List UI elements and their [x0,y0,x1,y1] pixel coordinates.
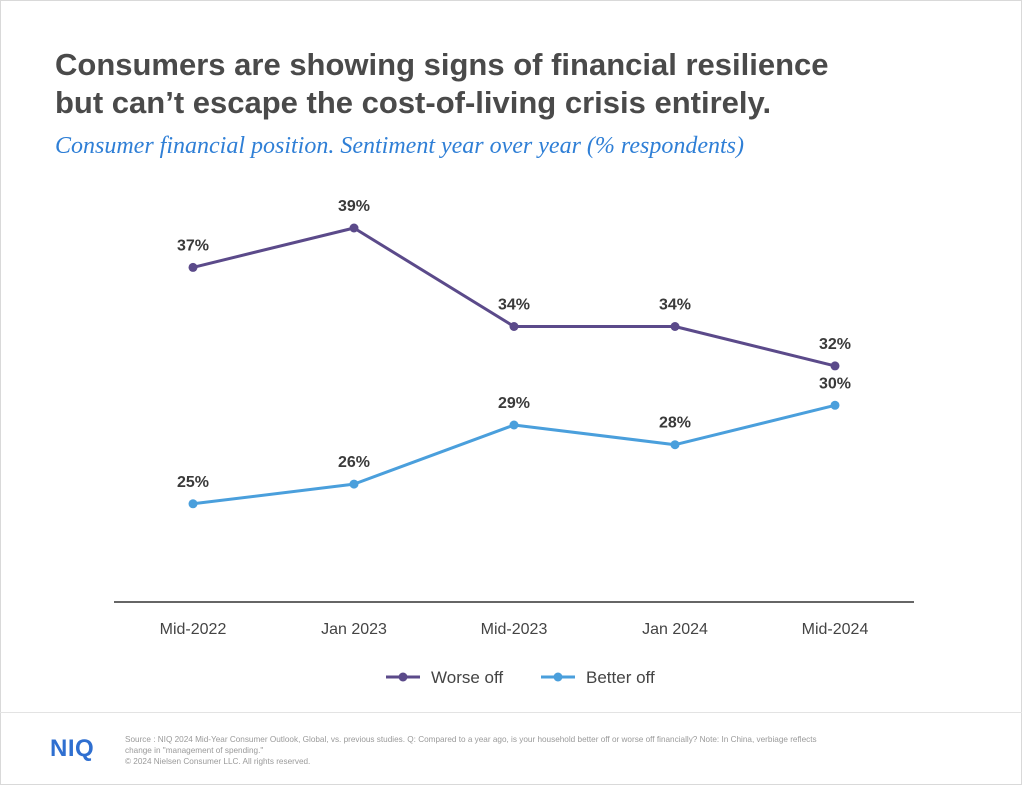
data-label: 26% [338,454,370,471]
copyright: © 2024 Nielsen Consumer LLC. All rights … [125,757,311,766]
line-chart: Mid-2022 Jan 2023 Mid-2023 Jan 2024 Mid-2024… [114,198,914,687]
x-tick-label: Mid-2022 [160,621,227,638]
data-label: 39% [338,198,370,215]
data-point [509,322,519,331]
niq-logo: NIQ [50,735,95,762]
data-label: 28% [659,415,691,432]
source-note: Source : NIQ 2024 Mid-Year Consumer Outl… [125,734,905,767]
x-tick-label: Jan 2023 [321,621,387,638]
chart-subtitle: Consumer financial position. Sentiment y… [55,133,744,159]
data-label: 37% [177,237,209,254]
data-point [670,440,680,450]
footer-divider [0,712,1022,713]
title-line-2: but can’t escape the cost-of-living cris… [55,85,772,120]
x-tick-label: Jan 2024 [642,621,708,638]
data-point [349,223,359,233]
data-point [830,361,840,371]
x-tick-label: Mid-2024 [802,621,869,638]
data-label: 34% [659,297,691,314]
legend-label: Better off [586,668,655,687]
data-label: 34% [498,297,530,314]
data-point [349,479,359,489]
source-line-1: Source : NIQ 2024 Mid-Year Consumer Outl… [125,735,817,744]
data-point [509,420,519,430]
data-label: 29% [498,395,530,412]
data-point [188,262,198,272]
title-line-1: Consumers are showing signs of financial… [55,47,829,82]
data-label: 30% [819,375,851,392]
data-point [670,322,680,331]
legend-swatch-marker [553,672,563,682]
chart-title: Consumers are showing signs of financial… [55,46,955,122]
legend-label: Worse off [431,668,503,687]
x-tick-label: Mid-2023 [481,621,548,638]
source-line-2: change in "management of spending." [125,746,264,755]
data-point [188,499,198,509]
legend-swatch-marker [398,672,408,682]
series-line-better-off [192,403,836,506]
data-label: 25% [177,474,209,491]
data-label: 32% [819,336,851,353]
data-point [830,400,840,410]
